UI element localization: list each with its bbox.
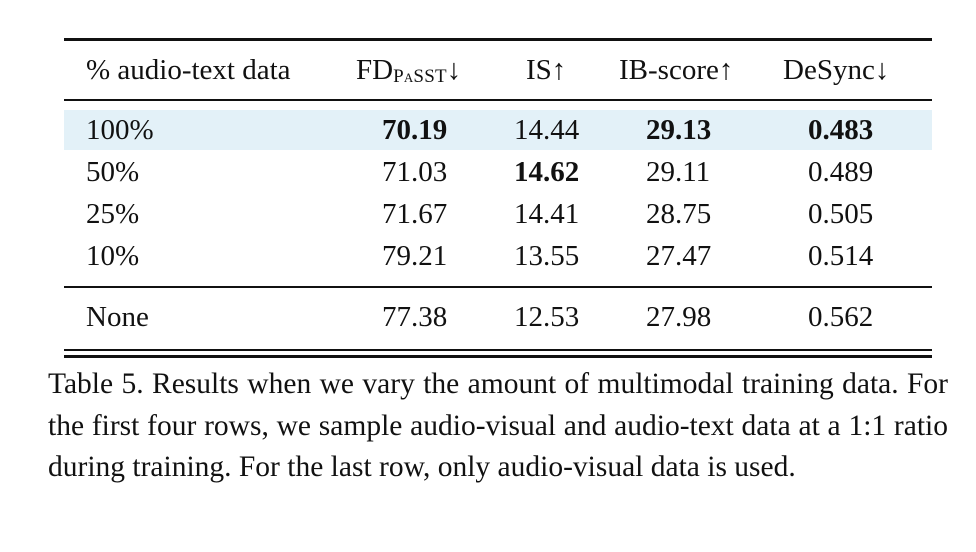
cell-desync: 0.489 (808, 156, 874, 188)
header-desync: DeSync↓ (783, 54, 890, 86)
cell-fd: 77.38 (382, 301, 448, 333)
table-bottom-rule-1 (64, 349, 932, 351)
cell-ib: 29.11 (646, 156, 711, 188)
cell-desync: 0.562 (808, 301, 874, 333)
table-row-10: 10% 79.21 13.55 27.47 0.514 (64, 236, 932, 276)
table-header-row: % audio-text data FDPaSST↓ IS↑ IB-score↑… (64, 50, 932, 90)
table-row-50: 50% 71.03 14.62 29.11 0.489 (64, 152, 932, 192)
header-fd-passt: FDPaSST↓ (356, 50, 461, 94)
table-caption: Table 5. Results when we vary the amount… (48, 368, 948, 483)
header-fd-subscript: PaSST (393, 66, 447, 87)
cell-is: 14.44 (514, 114, 580, 146)
cell-is: 12.53 (514, 301, 580, 333)
cell-is: 14.62 (514, 156, 580, 188)
cell-desync: 0.514 (808, 240, 874, 272)
header-is: IS↑ (526, 54, 567, 86)
table-row-25: 25% 71.67 14.41 28.75 0.505 (64, 194, 932, 234)
header-audio-text-data: % audio-text data (86, 54, 291, 86)
header-ib-score: IB-score↑ (619, 54, 734, 86)
cell-fd: 70.19 (382, 114, 448, 146)
row-label: 50% (86, 156, 140, 188)
cell-fd: 71.67 (382, 198, 448, 230)
cell-is: 13.55 (514, 240, 580, 272)
cell-desync: 0.483 (808, 114, 874, 146)
row-label: 25% (86, 198, 140, 230)
cell-is: 14.41 (514, 198, 580, 230)
cell-ib: 28.75 (646, 198, 712, 230)
table-top-rule (64, 38, 932, 41)
header-fd-arrow: ↓ (446, 54, 462, 86)
cell-fd: 79.21 (382, 240, 448, 272)
table-row-none: None 77.38 12.53 27.98 0.562 (64, 297, 932, 337)
row-label: 100% (86, 114, 154, 146)
table-separator-rule (64, 286, 932, 288)
cell-fd: 71.03 (382, 156, 448, 188)
row-label: 10% (86, 240, 140, 272)
cell-ib: 27.47 (646, 240, 712, 272)
cell-ib: 27.98 (646, 301, 712, 333)
cell-desync: 0.505 (808, 198, 874, 230)
table-bottom-rule-2 (64, 355, 932, 358)
row-label: None (86, 301, 149, 333)
header-fd-main: FD (356, 54, 394, 86)
cell-ib: 29.13 (646, 114, 712, 146)
table-row-100: 100% 70.19 14.44 29.13 0.483 (64, 110, 932, 150)
table-header-rule (64, 99, 932, 101)
